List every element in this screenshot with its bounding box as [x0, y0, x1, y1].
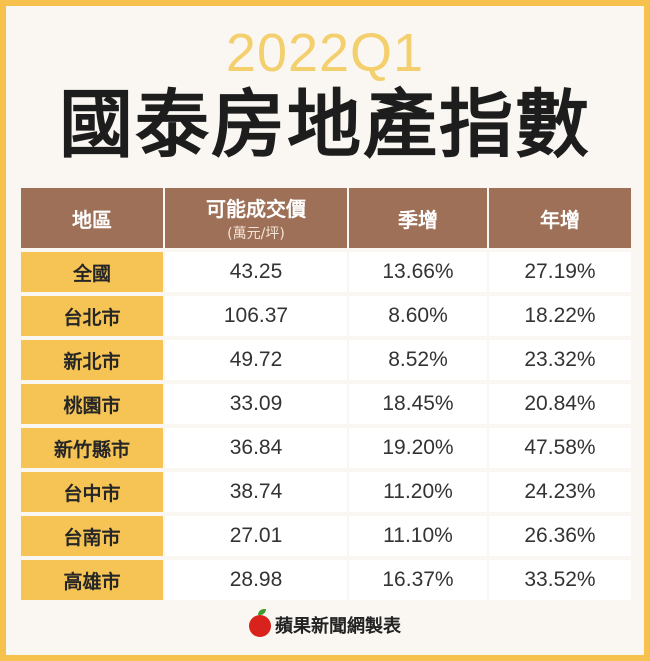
table-header-row: 地區 可能成交價 (萬元/坪) 季增 年增	[21, 188, 631, 248]
region-cell: 高雄市	[21, 560, 163, 600]
table-row: 新北市 49.72 8.52% 23.32%	[21, 340, 631, 380]
yoy-cell: 47.58%	[489, 428, 631, 468]
price-cell: 43.25	[165, 252, 347, 292]
qoq-cell: 11.20%	[349, 472, 487, 512]
table-row: 新竹縣市 36.84 19.20% 47.58%	[21, 428, 631, 468]
header-price: 可能成交價 (萬元/坪)	[165, 188, 347, 248]
qoq-cell: 13.66%	[349, 252, 487, 292]
index-table: 地區 可能成交價 (萬元/坪) 季增 年增 全國 43.25 13.66% 27.19%…	[19, 184, 633, 604]
table-row: 台北市 106.37 8.60% 18.22%	[21, 296, 631, 336]
price-cell: 106.37	[165, 296, 347, 336]
table-row: 高雄市 28.98 16.37% 33.52%	[21, 560, 631, 600]
price-cell: 33.09	[165, 384, 347, 424]
yoy-cell: 26.36%	[489, 516, 631, 556]
credit-text: 蘋果新聞網製表	[275, 616, 401, 637]
table-row: 桃園市 33.09 18.45% 20.84%	[21, 384, 631, 424]
price-cell: 38.74	[165, 472, 347, 512]
table-row: 台南市 27.01 11.10% 26.36%	[21, 516, 631, 556]
footer-credit: 蘋果新聞網製表	[0, 609, 650, 638]
region-cell: 台南市	[21, 516, 163, 556]
price-cell: 27.01	[165, 516, 347, 556]
qoq-cell: 8.52%	[349, 340, 487, 380]
header-region: 地區	[21, 188, 163, 248]
price-cell: 28.98	[165, 560, 347, 600]
qoq-cell: 18.45%	[349, 384, 487, 424]
qoq-cell: 19.20%	[349, 428, 487, 468]
region-cell: 台中市	[21, 472, 163, 512]
header-qoq: 季增	[349, 188, 487, 248]
yoy-cell: 20.84%	[489, 384, 631, 424]
yoy-cell: 18.22%	[489, 296, 631, 336]
region-cell: 新北市	[21, 340, 163, 380]
table-row: 全國 43.25 13.66% 27.19%	[21, 252, 631, 292]
region-cell: 桃園市	[21, 384, 163, 424]
region-cell: 全國	[21, 252, 163, 292]
qoq-cell: 11.10%	[349, 516, 487, 556]
year-label: 2022Q1	[225, 23, 425, 83]
page-title: 國泰房地產指數	[59, 82, 591, 168]
header-price-unit: (萬元/坪)	[227, 226, 285, 242]
yoy-cell: 27.19%	[489, 252, 631, 292]
yoy-cell: 23.32%	[489, 340, 631, 380]
region-cell: 新竹縣市	[21, 428, 163, 468]
region-cell: 台北市	[21, 296, 163, 336]
price-cell: 49.72	[165, 340, 347, 380]
yoy-cell: 24.23%	[489, 472, 631, 512]
header-yoy: 年增	[489, 188, 631, 248]
table-row: 台中市 38.74 11.20% 24.23%	[21, 472, 631, 512]
price-cell: 36.84	[165, 428, 347, 468]
qoq-cell: 8.60%	[349, 296, 487, 336]
yoy-cell: 33.52%	[489, 560, 631, 600]
qoq-cell: 16.37%	[349, 560, 487, 600]
apple-icon	[249, 609, 271, 637]
